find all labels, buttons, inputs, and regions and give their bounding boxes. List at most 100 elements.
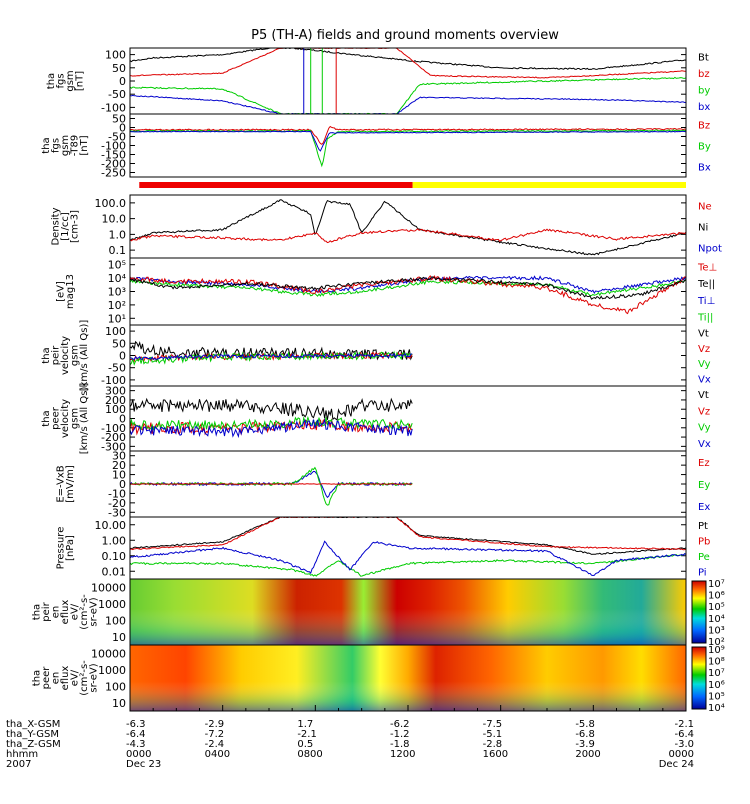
ytick-fgs: 0 (119, 75, 126, 88)
bottom-val-0-1: -2.9 (205, 719, 225, 730)
bottom-val-1-1: -7.2 (205, 729, 225, 740)
legend-efield-Ey: Ey (698, 480, 710, 491)
ylabel-peerv-4: [km/s (All Qs)] (79, 383, 90, 455)
ytick-fgs2: 0 (119, 122, 126, 135)
ylabel-peer_spec-3: eflux (60, 666, 71, 691)
ytick-fgs2: -250 (101, 167, 126, 180)
bottom-val-1-2: -2.1 (297, 729, 317, 740)
ytick-peer_spec: 10 (112, 697, 126, 710)
ylabel-peir_spec-2: en (51, 606, 62, 619)
ytick-fgs: -100 (101, 101, 126, 114)
series-By (129, 129, 687, 168)
bottom-val-2-1: -2.4 (205, 739, 225, 750)
colorbar-peer_spec (691, 646, 707, 710)
bottom-val-4-6: Dec 24 (659, 759, 694, 770)
cbar-label-peir_spec: 10⁴ (708, 614, 725, 625)
bottom-val-0-4: -7.5 (483, 719, 503, 730)
bottom-label-3: hhmm (6, 749, 38, 760)
bottom-val-1-3: -1.2 (390, 729, 410, 740)
bottom-val-0-6: -2.1 (674, 719, 694, 730)
ytick-peir_spec: 10000 (91, 581, 126, 594)
series-Ti-par (129, 279, 687, 297)
panel-frame (129, 47, 687, 115)
legend-fgs-bx: bx (698, 102, 710, 113)
legend-pressure-Pe: Pe (698, 552, 710, 563)
ylabel-density-1: [1/cc] (60, 212, 71, 241)
bottom-val-2-2: 0.5 (297, 739, 313, 750)
bottom-val-2-0: -4.3 (126, 739, 146, 750)
ytick-peerv: -300 (101, 440, 126, 453)
ylabel-peirv-4: [km/s (All Qs)] (79, 320, 90, 392)
ytick-efield: -10 (108, 487, 126, 500)
bottom-label-4: 2007 (6, 759, 31, 770)
cbar-label-peir_spec: 10⁵ (708, 602, 725, 613)
spectrogram-peir-low (130, 608, 686, 645)
ylabel-peirv-1: peir (51, 345, 62, 365)
series-Ez (129, 483, 413, 485)
series-Vx (129, 352, 413, 361)
chart-title: P5 (TH-A) fields and ground moments over… (251, 28, 559, 43)
legend-peerv-Vt: Vt (698, 390, 709, 401)
bottom-val-3-2: 0800 (297, 749, 322, 760)
ylabel-fgs2-3: -T89 (70, 135, 81, 157)
bottom-val-3-6: 0000 (669, 749, 694, 760)
bottom-val-4-0: Dec 23 (126, 759, 161, 770)
ytick-peir_spec: 100 (105, 614, 126, 627)
ytick-density: 10.0 (102, 213, 127, 226)
legend-fgs2-Bz: Bz (698, 121, 710, 132)
ylabel-temp-1: mag13 (65, 274, 76, 309)
ytick-temp: 10⁴ (108, 272, 127, 285)
ylabel-peer_spec-4: eV/ (70, 669, 81, 686)
ylabel-peir_spec-6: sr-eV) (89, 597, 100, 626)
panel-pressure: Pressure[nPa] 10.00 1.00 0.10 0.01 Pt Pb Pe Pi (55, 516, 710, 578)
cbar-label-peir_spec: 10³ (708, 625, 725, 636)
ytick-density: 0.1 (109, 244, 127, 257)
ylabel-efield-0: E=-VxB (55, 465, 66, 502)
panel-frame (129, 113, 687, 178)
colorbar-peir_spec (691, 580, 707, 644)
ytick-peer_spec: 10000 (91, 647, 126, 660)
bottom-label-2: tha_Z-GSM (6, 739, 61, 750)
legend-peerv-Vx: Vx (698, 439, 711, 450)
bottom-val-1-4: -5.1 (483, 729, 503, 740)
legend-temp-Te⊥: Te⊥ (697, 262, 717, 273)
ytick-peirv: -100 (101, 374, 126, 387)
ylabel-peerv-3: gsm (70, 408, 81, 429)
ylabel-peir_spec-4: eV/ (70, 603, 81, 620)
series-Ni (129, 199, 687, 256)
bottom-val-1-6: -6.4 (674, 729, 694, 740)
ylabel-peirv-0: tha (41, 347, 52, 363)
ytick-fgs2: -200 (101, 158, 126, 171)
ylabel-peerv-1: peer (51, 406, 62, 430)
ytick-efield: 10 (112, 469, 126, 482)
ytick-temp: 10² (108, 299, 126, 312)
series-bx (129, 94, 687, 115)
legend-efield-Ez: Ez (698, 458, 710, 469)
bottom-val-0-2: 1.7 (297, 719, 313, 730)
cbar-label-peer_spec: 10⁹ (708, 645, 725, 656)
ytick-peerv: -200 (101, 431, 126, 444)
ylabel-fgs-2: gsm (65, 70, 76, 91)
series-Pi (129, 540, 687, 577)
ytick-peirv: 0 (119, 350, 126, 363)
ytick-peer_spec: 1000 (98, 664, 126, 677)
ytick-peerv: 100 (105, 403, 126, 416)
ylabel-fgs-1: fgs (55, 73, 66, 88)
ytick-pressure: 1.00 (102, 534, 127, 547)
bottom-val-2-6: -3.0 (674, 739, 694, 750)
ylabel-peir_spec-5: (cm²-s- (79, 594, 90, 630)
bottom-val-0-0: -6.3 (126, 719, 146, 730)
ytick-fgs2: -50 (108, 131, 126, 144)
cbar-label-peir_spec: 10⁷ (708, 579, 725, 590)
panel-frame (129, 194, 687, 259)
legend-efield-Ex: Ex (698, 502, 710, 513)
series-Bt (129, 47, 687, 71)
series-bz (129, 47, 686, 79)
cbar-label-peer_spec: 10⁸ (708, 657, 725, 668)
ylabel-density-0: Density (51, 207, 62, 245)
ytick-pressure: 0.01 (102, 565, 127, 578)
ytick-peer_spec: 100 (105, 680, 126, 693)
legend-peerv-Vz: Vz (698, 406, 710, 417)
